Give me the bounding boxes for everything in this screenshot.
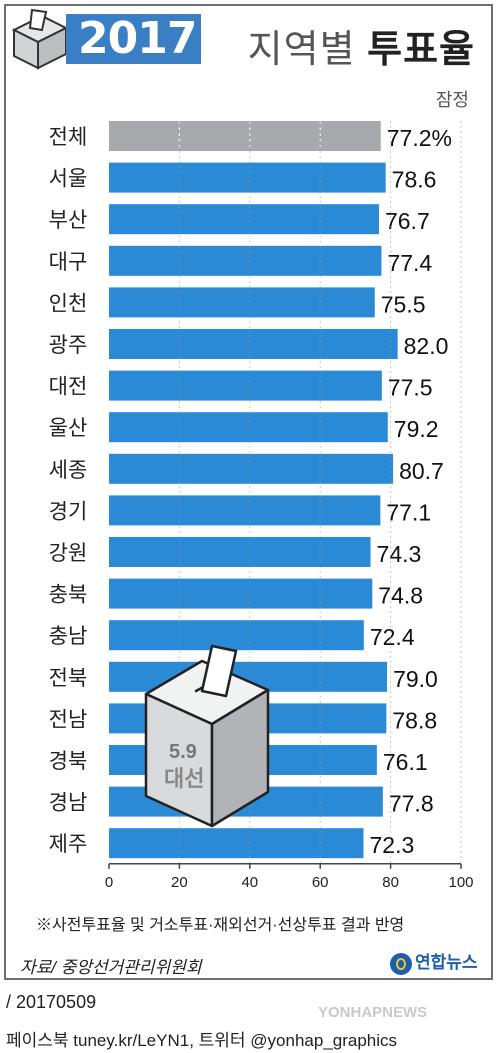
social-line: 페이스북 tuney.kr/LeYN1, 트위터 @yonhap_graphic… — [6, 1031, 398, 1050]
category-label-11: 충북 — [49, 583, 88, 607]
logo-text: 연합뉴스 — [415, 953, 478, 972]
category-label-9: 경기 — [49, 499, 88, 523]
category-label-8: 세종 — [49, 458, 88, 482]
value-label-9: 77.1 — [386, 499, 431, 525]
bar-5 — [109, 329, 398, 359]
value-label-12: 72.4 — [370, 624, 415, 650]
value-label-4: 75.5 — [381, 291, 426, 317]
year-badge: 2017 — [66, 14, 201, 64]
value-label-17: 72.3 — [369, 832, 414, 858]
value-label-1: 78.6 — [392, 167, 437, 193]
x-tick-label-1: 20 — [171, 874, 188, 891]
category-label-12: 충남 — [49, 624, 88, 648]
category-label-17: 제주 — [49, 832, 88, 856]
bar-1 — [109, 162, 386, 193]
yonhap-logo-icon — [390, 952, 412, 975]
ballot-box-side — [210, 688, 270, 828]
watermark: YONHAPNEWS — [318, 1004, 428, 1021]
source-text: 자료/ 중앙선거관리위원회 — [20, 958, 202, 977]
category-label-16: 경남 — [49, 791, 88, 815]
date-line: / 20170509 — [6, 992, 97, 1012]
x-tick-label-0: 0 — [105, 874, 113, 891]
footnote: ※사전투표율 및 거소투표·재외선거·선상투표 결과 반영 — [36, 917, 405, 934]
value-label-7: 79.2 — [394, 416, 439, 442]
value-label-8: 80.7 — [399, 458, 444, 484]
value-label-0: 77.2% — [387, 125, 452, 151]
category-label-2: 부산 — [49, 208, 88, 232]
bar-2 — [109, 204, 379, 235]
infographic-frame: 2017 지역별 투표율 잠정 전체 77.2% 서울 78.6 부산 76.7 대구 77.… — [4, 4, 493, 980]
value-label-16: 77.8 — [389, 791, 434, 817]
category-label-4: 인천 — [49, 291, 88, 315]
bar-11 — [109, 578, 373, 609]
category-label-7: 울산 — [49, 416, 88, 440]
chart-subtitle: 잠정 — [435, 90, 469, 110]
category-label-15: 경북 — [49, 749, 88, 773]
bar-7 — [109, 412, 388, 443]
bar-12 — [109, 620, 364, 651]
value-label-13: 79.0 — [393, 666, 438, 692]
category-label-14: 전남 — [49, 707, 88, 731]
ballot-event-label: 대선 — [164, 767, 204, 792]
value-label-14: 78.8 — [392, 707, 437, 733]
category-label-6: 대전 — [49, 375, 88, 399]
chart-title: 지역별 투표율 — [248, 18, 475, 73]
value-label-3: 77.4 — [387, 250, 432, 276]
value-label-11: 74.8 — [378, 583, 423, 609]
x-tick-label-5: 100 — [448, 874, 473, 891]
ballot-box-illustration: 5.9 대선 — [144, 644, 270, 828]
bar-17 — [109, 828, 364, 859]
bar-9 — [109, 495, 381, 526]
bar-4 — [109, 287, 375, 318]
x-tick-label-4: 80 — [382, 874, 399, 891]
title-bold: 투표율 — [367, 29, 475, 71]
bar-0 — [109, 121, 381, 151]
title-light: 지역별 — [247, 29, 368, 71]
bar-6 — [109, 370, 382, 401]
x-tick-label-2: 40 — [241, 874, 258, 891]
ballot-date-label: 5.9 — [169, 741, 197, 763]
bar-8 — [109, 453, 394, 484]
yonhap-logo: 연합뉴스 — [390, 948, 478, 975]
category-label-10: 강원 — [49, 541, 88, 565]
value-label-6: 77.5 — [388, 375, 433, 401]
value-label-2: 76.7 — [385, 208, 430, 234]
bar-3 — [109, 245, 382, 276]
value-label-10: 74.3 — [377, 541, 422, 567]
bar-10 — [109, 537, 371, 567]
category-label-3: 대구 — [49, 250, 88, 274]
bar-chart: 전체 77.2% 서울 78.6 부산 76.7 대구 77.4 인천 75.5 광주 82.0 대전 7… — [49, 121, 474, 891]
ballot-box-icon — [11, 8, 69, 70]
category-label-1: 서울 — [49, 167, 88, 191]
value-label-5: 82.0 — [404, 333, 449, 359]
value-label-15: 76.1 — [383, 749, 428, 775]
category-label-5: 광주 — [49, 333, 88, 357]
ballot-paper — [200, 644, 238, 698]
category-label-0: 전체 — [49, 125, 88, 149]
x-tick-label-3: 60 — [312, 874, 329, 891]
category-label-13: 전북 — [49, 666, 88, 690]
